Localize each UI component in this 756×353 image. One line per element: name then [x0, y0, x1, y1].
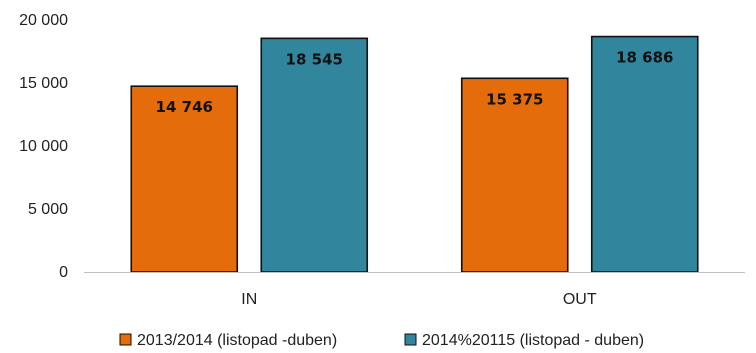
legend-label-1: 2013/2014 (listopad -duben) [137, 332, 337, 349]
legend-swatch-1 [119, 333, 132, 346]
x-category-label-in: IN [241, 291, 257, 308]
legend-swatch-2 [404, 333, 417, 346]
bar-in-series-1 [130, 85, 239, 273]
y-tick-label-3: 15 000 [19, 75, 68, 92]
y-tick-label-2: 10 000 [19, 138, 68, 155]
bars: 14 746 18 545 15 375 18 686 [130, 35, 699, 273]
y-tick-label-0: 0 [59, 264, 68, 281]
y-tick-label-1: 5 000 [28, 201, 68, 218]
data-label-in-series-2: 18 545 [286, 50, 343, 68]
data-label-out-series-2: 18 686 [616, 49, 673, 67]
data-label-out-series-1: 15 375 [486, 90, 543, 108]
data-label-in-series-1: 14 746 [156, 98, 213, 116]
x-axis: IN OUT [84, 272, 745, 308]
y-axis: 0 5 000 10 000 15 000 20 000 [19, 12, 68, 281]
bar-out-series-2 [590, 35, 699, 273]
legend: 2013/2014 (listopad -duben) 2014%20115 (l… [119, 332, 644, 349]
bar-in-series-2 [260, 37, 369, 273]
legend-label-2: 2014%20115 (listopad - duben) [422, 332, 644, 349]
x-category-label-out: OUT [563, 291, 597, 308]
bar-out-series-1 [460, 77, 569, 273]
y-tick-label-4: 20 000 [19, 12, 68, 29]
